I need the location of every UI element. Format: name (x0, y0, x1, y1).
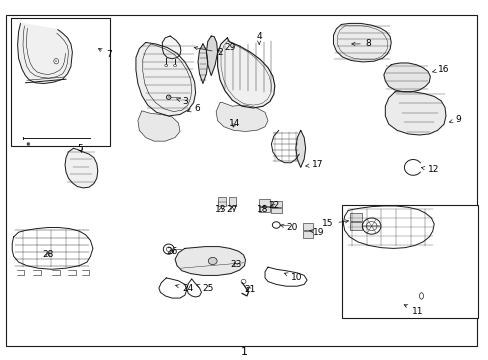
Bar (342, 205, 477, 318)
Text: 16: 16 (431, 65, 448, 74)
Ellipse shape (27, 143, 30, 145)
Bar (228, 197, 236, 206)
Ellipse shape (166, 95, 171, 99)
Text: 8: 8 (351, 40, 371, 49)
Text: 2: 2 (194, 46, 223, 57)
Text: 28: 28 (42, 251, 54, 259)
Bar (259, 207, 269, 212)
Polygon shape (217, 38, 274, 108)
Bar (217, 197, 226, 206)
Text: 13: 13 (215, 205, 226, 214)
Bar (271, 208, 282, 213)
Bar (349, 213, 361, 221)
Bar (349, 222, 361, 230)
Bar (271, 201, 282, 207)
Ellipse shape (54, 58, 59, 64)
Text: 25: 25 (196, 284, 213, 293)
Text: 20: 20 (280, 223, 297, 232)
Polygon shape (385, 92, 445, 135)
Text: 6: 6 (187, 104, 200, 112)
Text: 26: 26 (166, 247, 177, 256)
Text: 9: 9 (448, 115, 461, 124)
Text: 17: 17 (305, 161, 323, 169)
Polygon shape (383, 63, 429, 92)
Bar (303, 231, 312, 238)
Ellipse shape (173, 64, 176, 67)
Text: 15: 15 (321, 219, 348, 228)
Polygon shape (65, 148, 98, 188)
Ellipse shape (164, 64, 167, 67)
Text: 19: 19 (309, 228, 324, 237)
Text: 4: 4 (256, 32, 262, 44)
Polygon shape (136, 42, 195, 116)
Polygon shape (206, 36, 217, 76)
Polygon shape (198, 44, 207, 84)
Text: 21: 21 (244, 285, 256, 294)
Text: 27: 27 (226, 205, 238, 214)
Polygon shape (18, 23, 72, 84)
Text: 29: 29 (217, 43, 235, 52)
Text: 22: 22 (267, 202, 279, 210)
Text: 18: 18 (257, 205, 268, 214)
Polygon shape (295, 130, 305, 167)
Text: 3: 3 (176, 97, 187, 106)
Bar (303, 223, 312, 230)
Text: 5: 5 (77, 144, 83, 153)
Ellipse shape (208, 257, 217, 265)
Text: 14: 14 (228, 118, 240, 127)
Polygon shape (162, 36, 181, 59)
Text: 23: 23 (229, 260, 241, 269)
Bar (11, 18, 110, 146)
Text: 11: 11 (403, 305, 423, 316)
Polygon shape (333, 23, 390, 62)
Polygon shape (216, 103, 267, 131)
Bar (259, 199, 269, 206)
Text: 7: 7 (98, 49, 112, 59)
Polygon shape (138, 111, 180, 141)
Text: 10: 10 (284, 273, 302, 282)
Text: 24: 24 (175, 284, 194, 293)
Text: 12: 12 (421, 165, 438, 174)
Polygon shape (175, 247, 245, 275)
Text: 1: 1 (241, 347, 247, 357)
